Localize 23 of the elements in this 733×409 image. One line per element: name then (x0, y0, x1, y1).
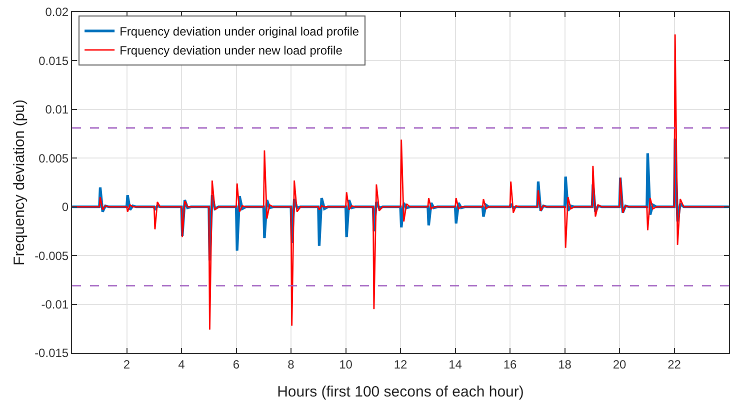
y-axis-title: Frequency deviation (pu) (10, 100, 28, 266)
y-tick-label: 0 (62, 200, 69, 214)
legend-label: Frquency deviation under new load profile (120, 44, 343, 58)
x-tick-label: 22 (668, 357, 682, 372)
y-tick-label: 0.02 (45, 5, 69, 20)
y-tick-label: -0.015 (34, 346, 69, 360)
x-axis-title: Hours (first 100 secons of each hour) (277, 383, 524, 400)
x-tick-label: 6 (232, 357, 240, 372)
legend-label: Frquency deviation under original load profile (120, 24, 360, 39)
x-tick-label: 20 (612, 357, 626, 372)
x-tick-label: 4 (178, 357, 186, 372)
x-tick-label: 8 (288, 357, 295, 372)
y-tick-label: 0.015 (38, 54, 69, 68)
x-tick-label: 12 (394, 357, 408, 372)
y-tick-label: -0.005 (34, 248, 69, 263)
x-tick-label: 16 (503, 357, 517, 372)
y-tick-label: -0.01 (41, 297, 69, 312)
x-tick-label: 10 (339, 357, 353, 372)
y-tick-label: 0.01 (45, 102, 69, 117)
x-tick-label: 18 (558, 357, 572, 372)
x-tick-label: 14 (448, 357, 462, 372)
y-tick-label: 0.005 (38, 151, 69, 166)
x-tick-label: 2 (123, 357, 130, 372)
